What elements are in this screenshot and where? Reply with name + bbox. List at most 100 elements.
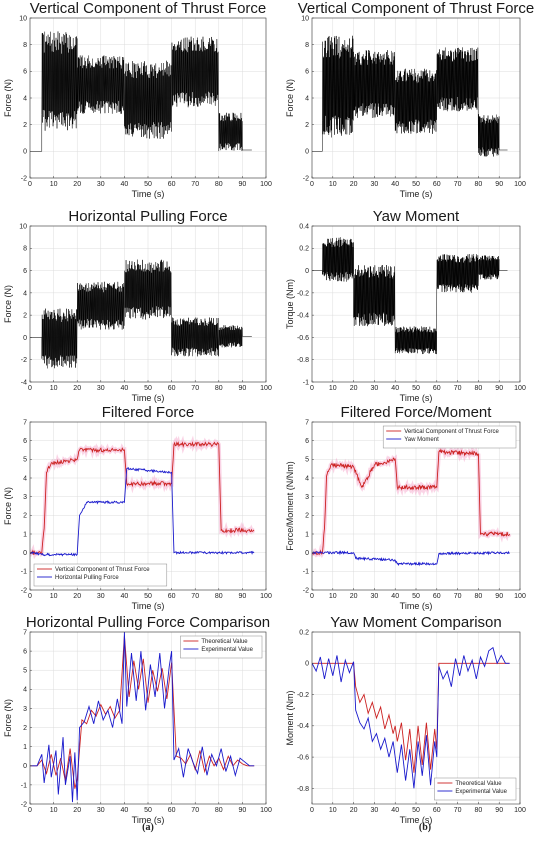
series-vertical-component-of-thrust-force [30,441,255,556]
y-tick-label: 5 [23,457,27,464]
y-tick-label: 7 [23,629,27,636]
x-tick-label: 10 [50,181,58,188]
x-tick-label: 0 [310,181,314,188]
x-tick-label: 20 [73,807,81,814]
legend-label: Theoretical Value [455,781,502,787]
x-axis-label: Time (s) [132,189,165,199]
x-tick-label: 100 [514,807,526,814]
x-axis-label: Time (s) [132,815,165,825]
y-axis-label: Force (N) [285,79,295,117]
data-layer [30,435,256,560]
x-tick-label: 100 [260,807,272,814]
x-tick-label: 50 [412,385,420,392]
y-tick-label: 8 [23,246,27,253]
x-tick-label: 0 [28,807,32,814]
data-layer [30,259,252,369]
y-tick-label: -1 [303,379,309,386]
x-tick-label: 80 [475,593,483,600]
y-tick-label: 0 [305,550,309,557]
y-tick-label: -4 [21,379,27,386]
legend: Vertical Component of Thrust Force Yaw Mo… [382,425,517,449]
chart-title: Yaw Moment Comparison [330,614,501,631]
legend-label: Experimental Value [201,647,253,653]
x-axis-label: Time (s) [132,601,165,611]
x-tick-label: 50 [412,593,420,600]
y-tick-label: 3 [23,494,27,501]
legend-box [180,635,263,659]
chart-title: Filtered Force/Moment [341,404,493,421]
x-tick-label: 80 [215,385,223,392]
y-tick-label: 6 [305,69,309,76]
x-tick-label: 60 [168,181,176,188]
x-tick-label: 10 [50,807,58,814]
y-tick-label: 8 [305,42,309,49]
x-tick-label: 10 [329,181,337,188]
chart-a2: 0 10 20 30 40 50 60 70 80 90 100 -4 -2 0 2 4 6 8 10 Horizon… [3,208,272,403]
x-tick-label: 80 [475,181,483,188]
legend-label: Yaw Moment [404,437,439,443]
y-tick-label: -0.4 [297,723,309,730]
x-tick-label: 90 [495,593,503,600]
x-tick-label: 80 [215,181,223,188]
chart-a3: 0 10 20 30 40 50 60 70 80 90 100 -2 -1 0 1 2 3 4 5 6 7 Filter… [3,404,272,611]
y-tick-label: 0.2 [299,246,309,253]
chart-title: Horizontal Pulling Force [68,208,227,225]
series-line [30,31,252,152]
x-tick-label: 0 [310,807,314,814]
y-axis-label: Force (N) [3,699,13,737]
x-tick-label: 100 [514,181,526,188]
series-line [312,35,508,157]
x-tick-label: 20 [350,385,358,392]
x-tick-label: 70 [191,181,199,188]
y-tick-label: 2 [305,513,309,520]
y-tick-label: 0 [305,149,309,156]
chart-a1: 0 10 20 30 40 50 60 70 80 90 100-20246810Vertical … [3,0,272,199]
x-tick-label: 30 [371,807,379,814]
y-tick-label: 10 [19,223,27,230]
y-tick-label: 0 [23,550,27,557]
data-layer [30,632,255,803]
y-tick-label: 6 [23,268,27,275]
x-tick-label: 40 [391,807,399,814]
x-tick-label: 80 [215,807,223,814]
legend-label: Experimental Value [455,789,507,795]
y-tick-label: -1 [303,569,309,576]
series-yaw-moment [312,550,510,567]
y-tick-label: 4 [23,687,27,694]
y-tick-label: -0.6 [297,754,309,761]
y-tick-label: 6 [23,69,27,76]
y-tick-label: 4 [305,95,309,102]
x-tick-label: 10 [329,593,337,600]
x-tick-label: 40 [121,385,129,392]
y-tick-label: 1 [23,531,27,538]
y-tick-label: 10 [19,15,27,22]
x-tick-label: 50 [144,181,152,188]
y-tick-label: 4 [23,95,27,102]
x-tick-label: 0 [310,385,314,392]
y-tick-label: 0 [23,335,27,342]
y-tick-label: 2 [23,725,27,732]
y-tick-label: 0 [23,149,27,156]
y-axis-label: Force (N) [3,285,13,323]
y-tick-label: 1 [305,531,309,538]
y-tick-label: -0.8 [297,357,309,364]
x-tick-label: 0 [310,593,314,600]
x-tick-label: 50 [412,807,420,814]
y-tick-label: -2 [303,175,309,182]
series-experimental-value [30,632,255,803]
y-tick-label: 0 [305,268,309,275]
data-layer [312,35,508,157]
chart-title: Filtered Force [102,404,195,421]
x-tick-label: 70 [191,807,199,814]
subfig-label-a: (a) [142,822,154,833]
data-layer [312,646,510,789]
x-axis-label: Time (s) [400,189,433,199]
chart-title: Vertical Component of Thrust Force [298,0,535,17]
x-tick-label: 40 [121,807,129,814]
y-tick-label: 2 [23,122,27,129]
chart-title: Horizontal Pulling Force Comparison [26,614,270,631]
x-tick-label: 60 [433,593,441,600]
x-tick-label: 0 [28,593,32,600]
legend: Theoretical Value Experimental Value [434,777,517,801]
series-horizontal-pulling-force [30,466,255,557]
